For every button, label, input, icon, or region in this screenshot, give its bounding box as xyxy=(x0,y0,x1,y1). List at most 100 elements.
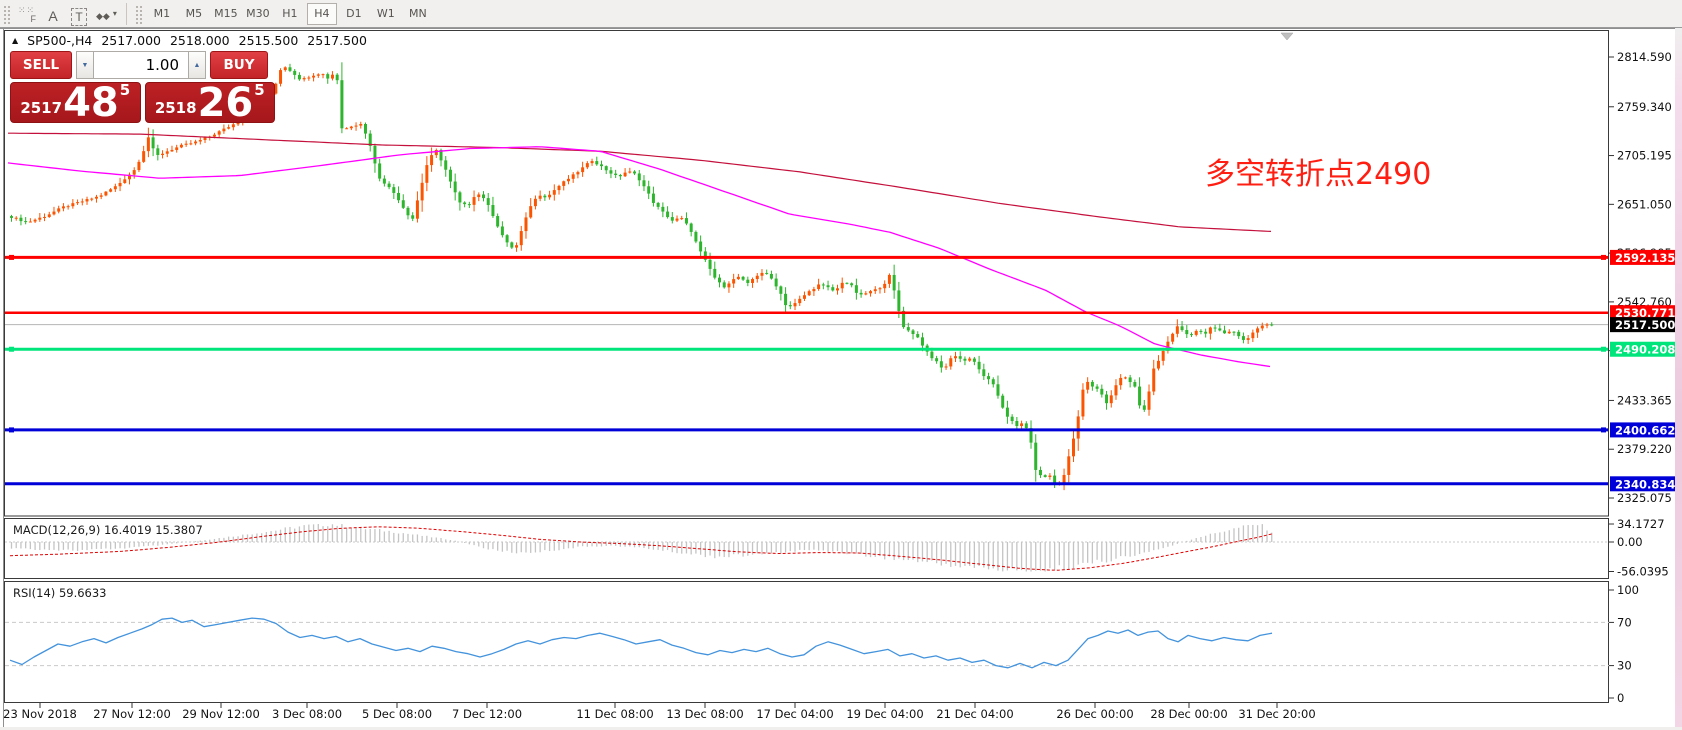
rsi-axis-label: 70 xyxy=(1617,615,1632,629)
line-right-handle xyxy=(1601,254,1606,260)
price-tick-label: 2433.365 xyxy=(1617,393,1672,407)
time-tick-label: 29 Nov 12:00 xyxy=(182,707,260,721)
buy-price-quote[interactable]: 2518 26 5 xyxy=(144,80,275,127)
chart-ohlc-header: ▲ SP500-,H4 2517.000 2518.000 2515.500 2… xyxy=(12,33,367,48)
grid-dots-icon: ⁙⁙ xyxy=(18,4,36,15)
collapse-triangle-icon[interactable]: ▲ xyxy=(12,36,19,45)
bar-open-value: 2517.000 xyxy=(101,33,161,48)
line-left-handle xyxy=(9,427,14,433)
macd-axis-label: 0.00 xyxy=(1617,535,1643,549)
timeframe-button-m5[interactable]: M5 xyxy=(179,3,209,25)
line-right-handle xyxy=(1601,346,1606,352)
price-tick-label: 2325.075 xyxy=(1617,491,1672,505)
sell-price-handle: 2517 xyxy=(20,99,63,117)
volume-increase-button[interactable]: ▲ xyxy=(188,51,206,79)
time-tick-label: 27 Nov 12:00 xyxy=(93,707,171,721)
line-price-label: 2490.208 xyxy=(1610,341,1681,357)
timeframe-button-m30[interactable]: M30 xyxy=(243,3,273,25)
macd-signal-line xyxy=(9,526,1273,571)
line-price-label: 2340.834 xyxy=(1610,476,1681,492)
svg-text:2530.771: 2530.771 xyxy=(1615,306,1675,320)
rsi-axis-label: 30 xyxy=(1617,659,1632,673)
volume-decrease-button[interactable]: ▼ xyxy=(76,51,94,79)
chart-text-annotation[interactable]: 多空转折点2490 xyxy=(1205,157,1432,192)
price-tick-label: 2651.050 xyxy=(1617,197,1672,211)
horizontal-level-line[interactable] xyxy=(5,254,1609,260)
line-price-label: 2400.662 xyxy=(1610,422,1681,438)
svg-text:2340.834: 2340.834 xyxy=(1615,477,1675,491)
rsi-axis-label: 0 xyxy=(1617,691,1624,705)
rsi-axis-label: 100 xyxy=(1617,583,1639,597)
macd-panel: MACD(12,26,9) 16.4019 15.3807 xyxy=(4,518,1609,579)
macd-axis-label: 34.1727 xyxy=(1617,517,1665,531)
ma-slow-line xyxy=(8,132,1272,232)
text-label-tool-icon[interactable]: A xyxy=(40,2,66,26)
one-click-trading-panel: SELL ▼ ▲ BUY 2517 48 5 2518 26 5 xyxy=(10,51,275,123)
horizontal-level-line[interactable] xyxy=(5,427,1609,433)
current-price-label: 2517.500 xyxy=(1610,317,1681,333)
sell-price-quote[interactable]: 2517 48 5 xyxy=(10,82,141,123)
line-left-handle xyxy=(9,346,14,352)
bar-low-value: 2515.500 xyxy=(238,33,299,48)
line-left-handle xyxy=(9,254,14,260)
tool-label: A xyxy=(48,7,58,24)
toolbar-drag-handle[interactable] xyxy=(133,3,142,24)
volume-input[interactable] xyxy=(94,51,188,79)
diamond-shapes-icon: ◆◆ xyxy=(96,10,110,21)
timeframe-button-d1[interactable]: D1 xyxy=(339,3,369,25)
line-right-handle xyxy=(1601,427,1606,433)
text-box-tool-icon[interactable]: T xyxy=(66,2,92,26)
time-tick-label: 28 Dec 00:00 xyxy=(1150,707,1227,721)
horizontal-level-line[interactable] xyxy=(5,346,1609,352)
time-tick-label: 11 Dec 08:00 xyxy=(576,707,653,721)
time-tick-label: 5 Dec 08:00 xyxy=(362,707,432,721)
svg-text:2490.208: 2490.208 xyxy=(1615,343,1675,357)
buy-price-handle: 2518 xyxy=(154,99,197,117)
timeframe-button-h4[interactable]: H4 xyxy=(306,2,337,25)
time-tick-label: 3 Dec 08:00 xyxy=(272,707,342,721)
macd-axis-label: -56.0395 xyxy=(1617,564,1669,578)
time-tick-label: 7 Dec 12:00 xyxy=(452,707,522,721)
time-tick-label: 19 Dec 04:00 xyxy=(846,707,923,721)
time-tick-label: 23 Nov 2018 xyxy=(3,707,77,721)
price-tick-label: 2379.220 xyxy=(1617,442,1672,456)
price-tick-label: 2814.590 xyxy=(1617,50,1672,64)
rsi-label: RSI(14) 59.6633 xyxy=(13,586,107,600)
timeframe-button-w1[interactable]: W1 xyxy=(371,3,401,25)
tool-label: T xyxy=(71,7,87,26)
tool-label: F xyxy=(30,13,37,24)
svg-text:2400.662: 2400.662 xyxy=(1615,423,1675,437)
window-bottom-edge xyxy=(0,727,1682,730)
toolbar: ⁙⁙ F A T ◆◆ ▾ M1 M5 M15 M30 H1 H4 D1 W1 MN xyxy=(0,0,1682,28)
timeframe-button-m1[interactable]: M1 xyxy=(147,3,177,25)
bar-close-value: 2517.500 xyxy=(307,33,367,48)
sell-button[interactable]: SELL xyxy=(10,51,72,79)
time-tick-label: 21 Dec 04:00 xyxy=(936,707,1013,721)
shapes-tool-icon[interactable]: ◆◆ ▾ xyxy=(92,2,121,26)
timeframe-button-group: M1 M5 M15 M30 H1 H4 D1 W1 MN xyxy=(146,2,434,25)
timeframe-button-h1[interactable]: H1 xyxy=(275,3,305,25)
timeframe-button-mn[interactable]: MN xyxy=(403,3,433,25)
svg-text:2517.500: 2517.500 xyxy=(1615,318,1675,332)
chart-shift-marker[interactable] xyxy=(1280,32,1294,41)
buy-price-pips: 26 xyxy=(197,80,254,127)
timeframe-button-m15[interactable]: M15 xyxy=(211,3,241,25)
buy-price-fraction: 5 xyxy=(254,81,265,99)
time-tick-label: 13 Dec 08:00 xyxy=(666,707,743,721)
price-tick-label: 2759.340 xyxy=(1617,100,1672,114)
toolbar-drag-handle[interactable] xyxy=(2,3,10,24)
symbol-title: SP500-,H4 xyxy=(27,33,93,48)
chevron-down-icon: ▾ xyxy=(112,9,117,18)
ma-fast-line xyxy=(7,146,1271,368)
sell-price-fraction: 5 xyxy=(119,81,131,99)
buy-button[interactable]: BUY xyxy=(210,51,268,79)
macd-label: MACD(12,26,9) 16.4019 15.3807 xyxy=(13,523,203,537)
svg-text:2592.135: 2592.135 xyxy=(1615,251,1675,265)
crosshair-tool-icon[interactable]: ⁙⁙ F xyxy=(14,2,40,26)
toolbar-separator xyxy=(125,2,127,25)
time-tick-label: 31 Dec 20:00 xyxy=(1238,707,1315,721)
rsi-panel: RSI(14) 59.6633 xyxy=(4,581,1609,703)
time-tick-label: 17 Dec 04:00 xyxy=(756,707,833,721)
price-tick-label: 2705.195 xyxy=(1617,149,1672,163)
